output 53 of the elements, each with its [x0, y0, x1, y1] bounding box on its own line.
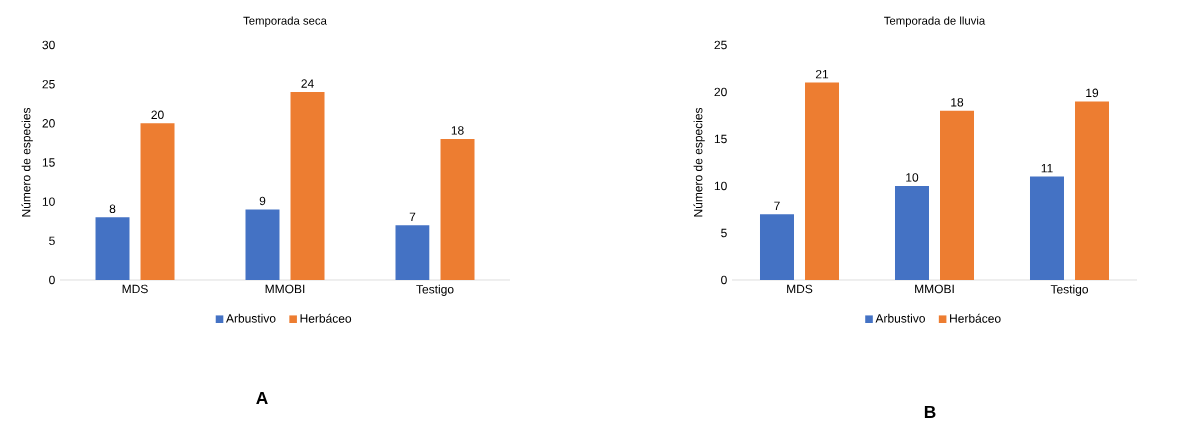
x-tick-label: MMOBI: [265, 284, 305, 294]
bar: [940, 110, 975, 280]
data-label: 7: [774, 201, 780, 210]
bar: [95, 217, 130, 280]
y-tick-label: 25: [42, 79, 55, 89]
chart-title: Temporada de lluvia: [884, 16, 986, 27]
x-tick-label: MDS: [122, 284, 148, 294]
data-label: 18: [951, 98, 964, 107]
y-tick-label: 30: [42, 40, 55, 50]
bar: [245, 209, 280, 280]
x-tick-label: MMOBI: [915, 284, 954, 294]
chart-title: Temporada seca: [243, 16, 327, 27]
data-label: 21: [815, 69, 829, 79]
data-label: 8: [109, 204, 116, 214]
bar: [140, 123, 175, 280]
text: B: [924, 406, 936, 418]
bar: [440, 138, 475, 280]
bar: [290, 91, 325, 280]
bar: [805, 82, 840, 280]
y-tick-label: 15: [714, 134, 727, 144]
data-label: 11: [1041, 164, 1053, 173]
data-label: 18: [451, 126, 464, 135]
bar: [1029, 176, 1064, 280]
y-axis-title: Número de especies: [21, 107, 33, 217]
x-tick-label: Testigo: [1050, 284, 1089, 296]
data-label: 9: [259, 196, 266, 206]
y-tick-label: 10: [714, 181, 727, 191]
legend-label: Arbustivo: [226, 313, 276, 323]
bar: [395, 225, 430, 280]
data-label: 20: [151, 110, 164, 120]
y-tick-label: 0: [49, 275, 55, 285]
y-tick-label: 25: [714, 40, 727, 50]
bar: [1075, 101, 1109, 280]
data-label: 19: [1086, 88, 1099, 98]
legend-label: Arbustivo: [875, 313, 925, 323]
bar: [895, 185, 929, 280]
text: A: [256, 392, 268, 404]
data-label: 10: [906, 173, 919, 182]
y-axis-title: Número de especies: [693, 107, 705, 217]
y-tick-label: 0: [721, 275, 727, 285]
legend-label: Herbáceo: [300, 313, 352, 323]
data-label: 7: [409, 212, 416, 221]
y-tick-label: 10: [42, 197, 55, 206]
x-tick-label: Testigo: [416, 284, 454, 296]
y-tick-label: 20: [714, 87, 727, 97]
y-tick-label: 5: [721, 228, 727, 238]
y-tick-label: 20: [42, 119, 55, 128]
data-label: 24: [301, 79, 314, 88]
bar: [760, 214, 794, 280]
x-tick-label: MDS: [787, 284, 813, 294]
y-tick-label: 5: [49, 236, 55, 246]
y-tick-label: 15: [42, 158, 55, 167]
legend-label: Herbáceo: [950, 313, 1001, 323]
